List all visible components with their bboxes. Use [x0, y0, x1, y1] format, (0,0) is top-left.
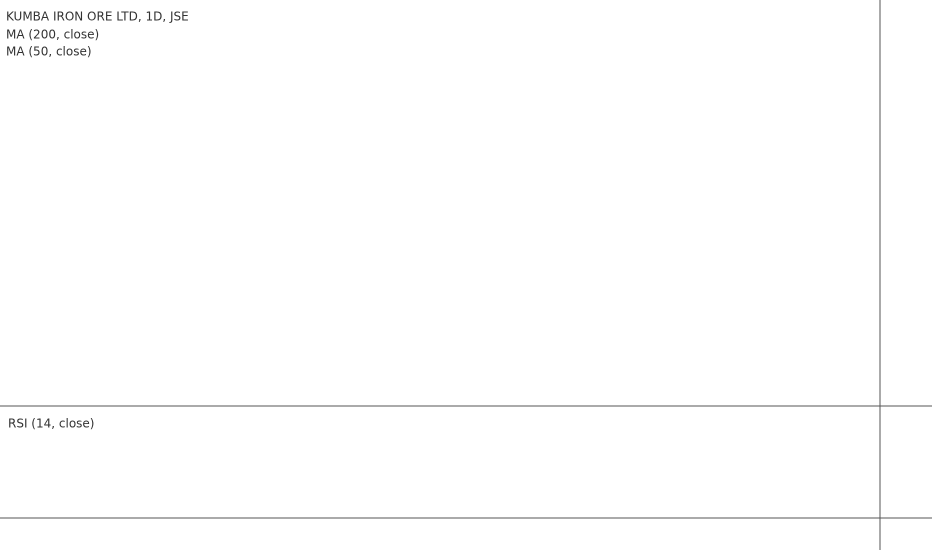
legend-ma50: MA (50, close) [6, 45, 92, 59]
chart-title: KUMBA IRON ORE LTD, 1D, JSE [6, 10, 189, 24]
legend-rsi: RSI (14, close) [8, 417, 94, 431]
labels: KUMBA IRON ORE LTD, 1D, JSE MA (200, clo… [6, 10, 189, 431]
legend-ma200: MA (200, close) [6, 28, 99, 42]
